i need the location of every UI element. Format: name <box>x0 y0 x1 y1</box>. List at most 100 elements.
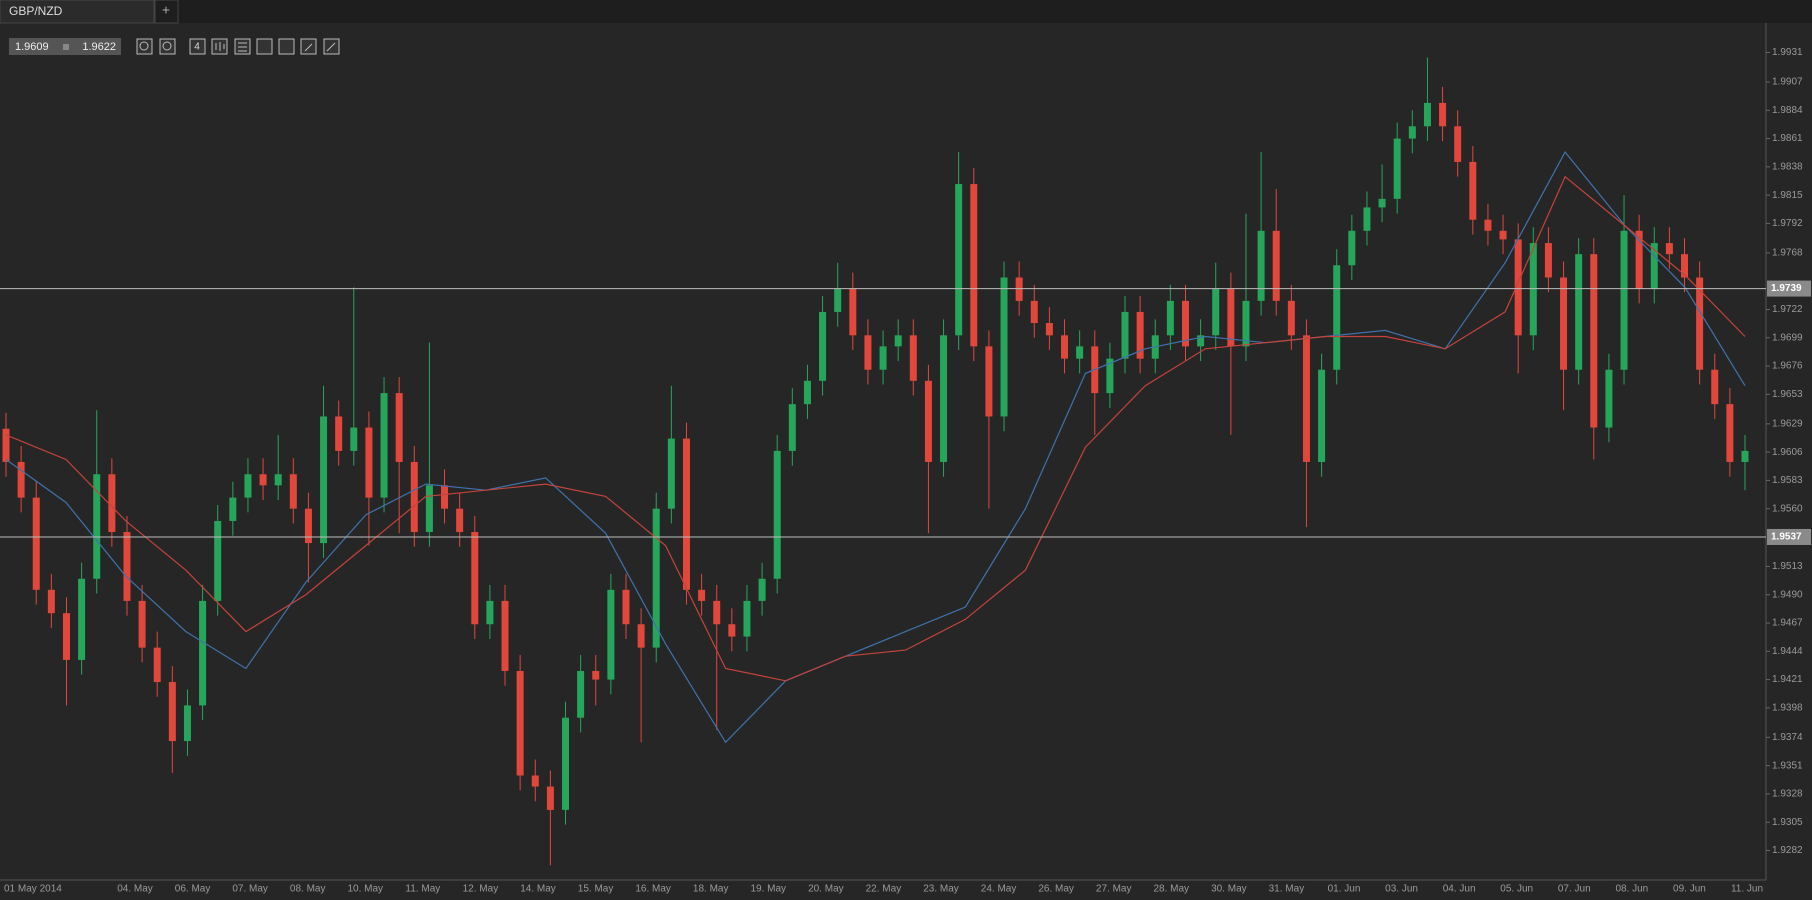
candle-body <box>592 671 599 680</box>
zoom-in[interactable] <box>160 39 175 54</box>
candle-body <box>1726 404 1733 462</box>
candle-body <box>849 289 856 336</box>
x-tick-label: 10. May <box>347 884 383 895</box>
candle-body <box>411 462 418 532</box>
y-tick-label: 1.9490 <box>1772 589 1803 600</box>
candle-body <box>139 601 146 648</box>
tab-bar <box>0 0 1812 23</box>
drawing[interactable] <box>301 39 316 54</box>
candle-body <box>48 590 55 613</box>
candle-body <box>880 346 887 369</box>
candle-body <box>638 624 645 647</box>
y-tick-label: 1.9931 <box>1772 47 1803 58</box>
candle-body <box>275 474 282 485</box>
candle-body <box>350 428 357 451</box>
x-tick-label: 30. May <box>1211 884 1247 895</box>
candle-body <box>864 335 871 369</box>
x-tick-label: 26. May <box>1038 884 1074 895</box>
candle-body <box>1167 301 1174 335</box>
y-tick-label: 1.9467 <box>1772 618 1803 629</box>
templates[interactable] <box>257 39 272 54</box>
candle-body <box>1484 220 1491 231</box>
y-tick-label: 1.9722 <box>1772 304 1803 315</box>
candle-body <box>1288 301 1295 335</box>
candle-body <box>260 474 267 485</box>
x-tick-label: 03. Jun <box>1385 884 1418 895</box>
candle-body <box>78 579 85 660</box>
y-tick-label: 1.9560 <box>1772 503 1803 514</box>
candle-body <box>184 705 191 741</box>
candle-body <box>396 393 403 462</box>
candle-body <box>1242 301 1249 346</box>
candle-body <box>1530 243 1537 335</box>
candle-body <box>290 474 297 508</box>
candle-body <box>728 624 735 636</box>
level-label: 1.9739 <box>1771 283 1802 294</box>
candle-body <box>1605 370 1612 428</box>
candle-body <box>18 462 25 498</box>
candle-body <box>1621 231 1628 370</box>
objects[interactable] <box>279 39 294 54</box>
candle-body <box>1061 335 1068 358</box>
x-tick-label: 19. May <box>750 884 786 895</box>
y-tick-label: 1.9305 <box>1772 817 1803 828</box>
candle-body <box>1590 254 1597 427</box>
tab-label[interactable]: GBP/NZD <box>9 4 63 18</box>
candle-body <box>985 346 992 416</box>
candle-body <box>789 404 796 451</box>
bid-price[interactable]: 1.9609 <box>15 41 49 53</box>
new-tab-label[interactable]: + <box>162 2 170 18</box>
candle-body <box>1500 231 1507 240</box>
candle-body <box>214 521 221 601</box>
candle-body <box>154 648 161 682</box>
zoom-out[interactable] <box>137 39 152 54</box>
y-tick-label: 1.9583 <box>1772 475 1803 486</box>
candle-body <box>1560 278 1567 370</box>
x-tick-label: 18. May <box>693 884 729 895</box>
candle-body <box>970 184 977 346</box>
level-label: 1.9537 <box>1771 532 1802 543</box>
candle-body <box>607 590 614 680</box>
x-tick-label: 08. May <box>290 884 326 895</box>
y-tick-label: 1.9629 <box>1772 418 1803 429</box>
y-tick-label: 1.9374 <box>1772 732 1803 743</box>
candle-body <box>93 474 100 579</box>
x-tick-label: 23. May <box>923 884 959 895</box>
candle-body <box>381 393 388 498</box>
x-tick-label: 04. May <box>117 884 153 895</box>
candle-body <box>683 439 690 590</box>
background <box>0 0 1812 900</box>
candle-body <box>713 601 720 624</box>
candle-body <box>1545 243 1552 277</box>
y-tick-label: 1.9328 <box>1772 789 1803 800</box>
candle-body <box>471 532 478 624</box>
candle-body <box>1696 278 1703 370</box>
candle-body <box>547 787 554 810</box>
candle-body <box>895 335 902 346</box>
candle-body <box>1469 162 1476 220</box>
candle-body <box>456 509 463 532</box>
y-tick-label: 1.9861 <box>1772 133 1803 144</box>
x-tick-label: 14. May <box>520 884 556 895</box>
x-tick-label: 28. May <box>1153 884 1189 895</box>
candle-body <box>925 381 932 462</box>
candle-body <box>335 416 342 450</box>
candle-body <box>910 335 917 380</box>
ask-price[interactable]: 1.9622 <box>82 41 116 53</box>
y-tick-label: 1.9907 <box>1772 77 1803 88</box>
x-tick-label: 11. Jun <box>1731 884 1763 895</box>
candle-body <box>199 601 206 706</box>
x-tick-label: 09. Jun <box>1673 884 1706 895</box>
candle-body <box>320 416 327 543</box>
candle-body <box>1409 126 1416 138</box>
candle-body <box>562 718 569 810</box>
candle-body <box>1575 254 1582 370</box>
candle-body <box>804 381 811 404</box>
candle-body <box>1333 265 1340 370</box>
y-tick-label: 1.9398 <box>1772 703 1803 714</box>
period-label[interactable]: 4 <box>194 42 200 53</box>
candle-body <box>33 498 40 590</box>
candle-body <box>1454 126 1461 162</box>
candle-body <box>698 590 705 601</box>
candle-body <box>3 429 10 462</box>
